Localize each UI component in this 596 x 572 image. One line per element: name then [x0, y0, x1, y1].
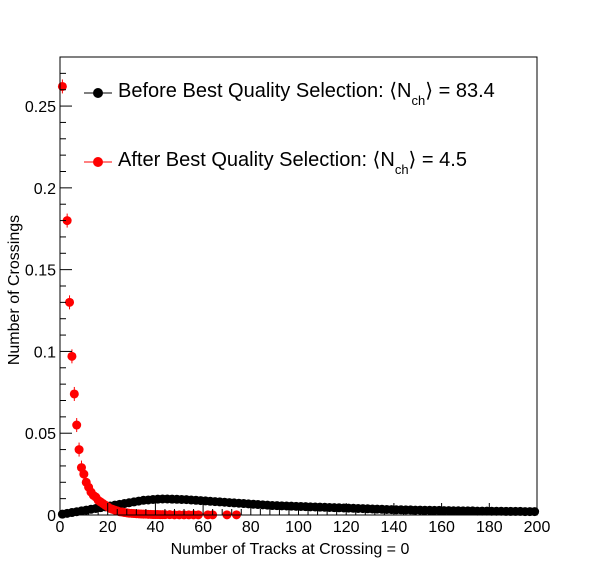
- legend-entry-after: After Best Quality Selection: ⟨Nch⟩ = 4.…: [84, 149, 467, 177]
- x-tick-label: 100: [285, 519, 312, 536]
- legend-label-before: Before Best Quality Selection: ⟨Nch⟩ = 8…: [118, 80, 495, 108]
- series-after-markers: [58, 79, 241, 519]
- y-tick-label: 0: [47, 508, 56, 525]
- y-tick-label: 0.1: [34, 344, 56, 361]
- y-axis: 0 0.05 0.1 0.15 0.2 0.25: [25, 57, 72, 525]
- data-point: [70, 389, 79, 398]
- data-point: [67, 352, 76, 361]
- legend-before-prefix: Before Best Quality Selection: ⟨N: [118, 80, 412, 102]
- x-tick-label: 20: [99, 519, 117, 536]
- legend-before-suffix: ⟩ = 83.4: [425, 80, 495, 102]
- legend-marker-before: [93, 88, 103, 98]
- x-tick-label: 120: [333, 519, 360, 536]
- legend-label-after: After Best Quality Selection: ⟨Nch⟩ = 4.…: [118, 149, 467, 177]
- legend-after-prefix: After Best Quality Selection: ⟨N: [118, 149, 395, 171]
- y-tick-label: 0.25: [25, 99, 56, 116]
- plot-frame: [60, 57, 537, 515]
- x-axis-title: Number of Tracks at Crossing = 0: [171, 541, 410, 558]
- data-point: [75, 445, 84, 454]
- y-tick-label: 0.05: [25, 426, 56, 443]
- legend-before-subscript: ch: [412, 93, 426, 108]
- x-tick-label: 60: [194, 519, 212, 536]
- x-tick-label: 180: [476, 519, 503, 536]
- legend-after-suffix: ⟩ = 4.5: [409, 149, 467, 171]
- x-tick-label: 140: [381, 519, 408, 536]
- x-tick-label: 200: [524, 519, 551, 536]
- legend-after-subscript: ch: [395, 162, 409, 177]
- y-tick-label: 0.2: [34, 181, 56, 198]
- data-point: [65, 298, 74, 307]
- x-tick-label: 40: [147, 519, 165, 536]
- legend-entry-before: Before Best Quality Selection: ⟨Nch⟩ = 8…: [84, 80, 495, 108]
- legend-marker-after: [93, 157, 103, 167]
- x-tick-label: 80: [242, 519, 260, 536]
- y-axis-title: Number of Crossings: [6, 215, 23, 365]
- data-point: [79, 470, 88, 479]
- legend: Before Best Quality Selection: ⟨Nch⟩ = 8…: [84, 80, 495, 177]
- data-point: [72, 421, 81, 430]
- y-tick-label: 0.15: [25, 263, 56, 280]
- x-tick-label: 160: [428, 519, 455, 536]
- x-tick-label: 0: [56, 519, 65, 536]
